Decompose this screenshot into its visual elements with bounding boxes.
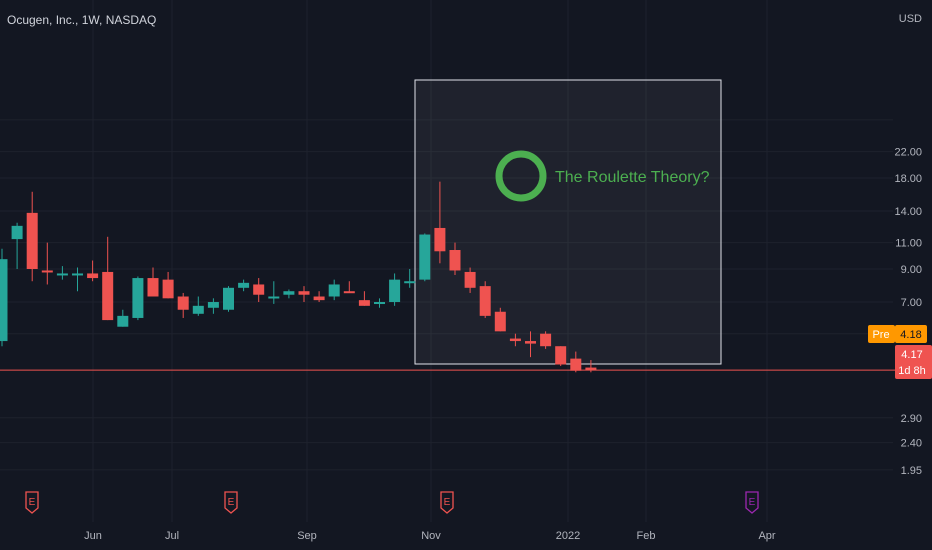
candle-body <box>268 296 280 299</box>
candle-body <box>494 311 506 332</box>
candle-body <box>132 278 144 318</box>
currency-label: USD <box>899 13 922 25</box>
candle-body <box>328 284 340 297</box>
candle-body <box>434 227 446 252</box>
candle-body <box>449 250 461 271</box>
earnings-flag <box>745 491 759 514</box>
candle-body <box>177 296 189 310</box>
candle-body <box>419 234 431 280</box>
last-price: 4.17 <box>901 349 922 361</box>
earnings-marker[interactable]: E <box>440 491 454 514</box>
countdown: 1d 8h <box>898 365 926 377</box>
x-tick-label: Sep <box>297 530 317 542</box>
candle-body <box>41 270 53 273</box>
grid-lines <box>0 119 893 471</box>
earnings-label: E <box>228 497 235 508</box>
earnings-marker[interactable]: E <box>745 491 759 514</box>
candle-body <box>343 291 355 294</box>
candle-body <box>87 273 99 279</box>
candle-body <box>238 282 250 288</box>
candle-body <box>253 284 265 295</box>
x-tick-label: Jul <box>165 530 179 542</box>
candle-body <box>102 271 114 321</box>
candle-body <box>585 367 597 371</box>
candle-body <box>56 273 68 276</box>
candle-body <box>525 341 536 344</box>
candle-body <box>26 212 38 270</box>
candle-body <box>0 259 8 342</box>
candle-body <box>540 333 552 347</box>
annotation-text[interactable]: The Roulette Theory? <box>555 169 710 186</box>
candle-body <box>162 279 174 299</box>
candle-body <box>223 287 234 310</box>
x-tick-label: Nov <box>421 530 441 542</box>
candle-body <box>374 302 385 305</box>
pre-price: 4.18 <box>900 329 921 341</box>
time-axis[interactable]: Jun Jul Sep Nov 2022 Feb Apr <box>84 530 776 542</box>
y-tick-label: 1.95 <box>901 465 922 477</box>
candles <box>0 181 597 373</box>
earnings-label: E <box>29 497 36 508</box>
y-tick-label: 18.00 <box>894 173 922 185</box>
candle-body <box>389 279 401 303</box>
x-tick-label: 2022 <box>556 530 580 542</box>
candle-body <box>207 302 219 308</box>
earnings-label: E <box>749 497 756 508</box>
y-tick-label: 9.00 <box>901 264 922 276</box>
y-tick-label: 14.00 <box>894 206 922 218</box>
y-tick-label: 2.90 <box>901 413 922 425</box>
last-price-bg <box>895 345 932 379</box>
candle-body <box>192 305 204 314</box>
candle-body <box>479 286 491 316</box>
pre-market-badge: Pre 4.18 <box>868 325 927 343</box>
candle-body <box>147 278 159 297</box>
candle-body <box>283 291 295 295</box>
earnings-flag <box>440 491 454 514</box>
pre-label-bg <box>868 325 895 343</box>
y-tick-label: 7.00 <box>901 297 922 309</box>
candle-body <box>464 271 476 288</box>
candle-body <box>509 338 521 342</box>
earnings-flag <box>25 491 39 514</box>
x-tick-label: Jun <box>84 530 102 542</box>
candle-body <box>298 291 310 295</box>
x-grid-lines <box>92 0 768 522</box>
candle-body <box>72 273 83 276</box>
candle-body <box>570 358 582 371</box>
pre-price-bg <box>895 325 927 343</box>
pre-label: Pre <box>872 329 889 341</box>
candle-body <box>11 225 23 240</box>
green-circle-annotation[interactable] <box>495 150 547 202</box>
candle-body <box>404 281 416 284</box>
symbol-title: Ocugen, Inc., 1W, NASDAQ <box>7 13 156 27</box>
earnings-marker[interactable]: E <box>25 491 39 514</box>
candle-body <box>117 315 129 327</box>
earnings-marker[interactable]: E <box>224 491 238 514</box>
y-tick-label: 11.00 <box>895 238 922 250</box>
earnings-label: E <box>444 497 451 508</box>
candle-body <box>555 346 567 365</box>
candle-body <box>313 296 325 301</box>
x-tick-label: Feb <box>637 530 656 542</box>
y-tick-label: 2.40 <box>901 438 922 450</box>
candle-body <box>358 300 370 306</box>
earnings-flag <box>224 491 238 514</box>
last-price-badge: 4.17 1d 8h <box>895 345 932 379</box>
y-tick-label: 22.00 <box>894 147 922 159</box>
selection-box[interactable] <box>414 79 722 365</box>
x-tick-label: Apr <box>758 530 775 542</box>
